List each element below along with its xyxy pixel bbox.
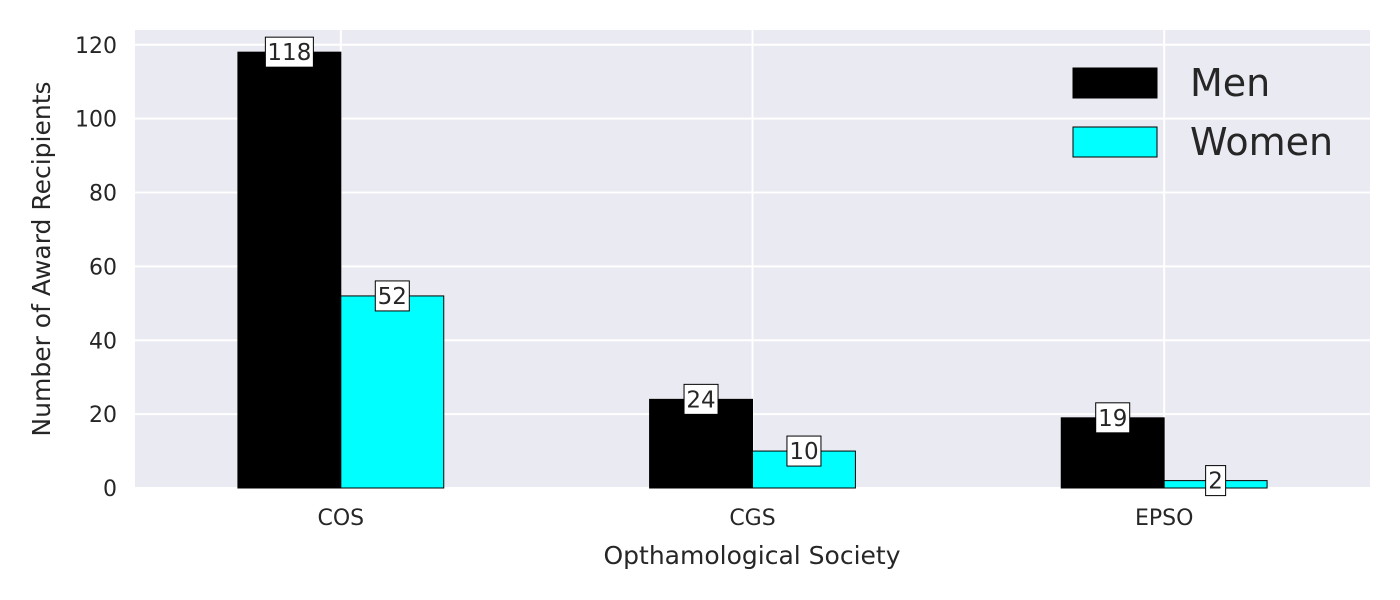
data-label-box (1205, 465, 1227, 497)
data-label: 10 (789, 439, 818, 465)
data-label-box (374, 280, 410, 312)
data-labels: 118 24 19 52 10 2 (264, 36, 1227, 497)
legend-label-women: Women (1190, 120, 1333, 164)
data-label: 118 (267, 40, 311, 66)
y-axis-ticks: 0 20 40 60 80 100 120 (75, 34, 117, 502)
y-tick-label: 60 (89, 255, 117, 280)
bar-men-cos (237, 51, 342, 489)
legend-swatch-women (1072, 126, 1158, 158)
data-label: 2 (1208, 469, 1223, 495)
data-label-box (786, 435, 822, 467)
x-tick-label: EPSO (1135, 506, 1193, 531)
y-tick-label: 40 (89, 329, 117, 354)
data-label: 19 (1098, 406, 1127, 432)
data-label-box (1095, 402, 1131, 434)
y-tick-label: 0 (103, 477, 117, 502)
y-tick-label: 100 (75, 108, 117, 133)
x-tick-label: COS (318, 506, 365, 531)
y-tick-label: 120 (75, 34, 117, 59)
bar-women-cos (340, 295, 445, 489)
y-tick-label: 20 (89, 403, 117, 428)
data-label: 24 (686, 387, 715, 413)
x-tick-label: CGS (729, 506, 775, 531)
legend: Men Women (1072, 61, 1333, 164)
x-axis-title: Opthamological Society (603, 541, 900, 570)
data-label-box (683, 383, 719, 415)
y-axis-title: Number of Award Recipients (27, 81, 56, 436)
x-axis-ticks: COS CGS EPSO (318, 506, 1194, 531)
data-label-box (264, 36, 314, 68)
legend-label-men: Men (1190, 61, 1270, 105)
legend-swatch-men (1072, 67, 1158, 99)
y-tick-label: 80 (89, 182, 117, 207)
data-label: 52 (378, 284, 407, 310)
